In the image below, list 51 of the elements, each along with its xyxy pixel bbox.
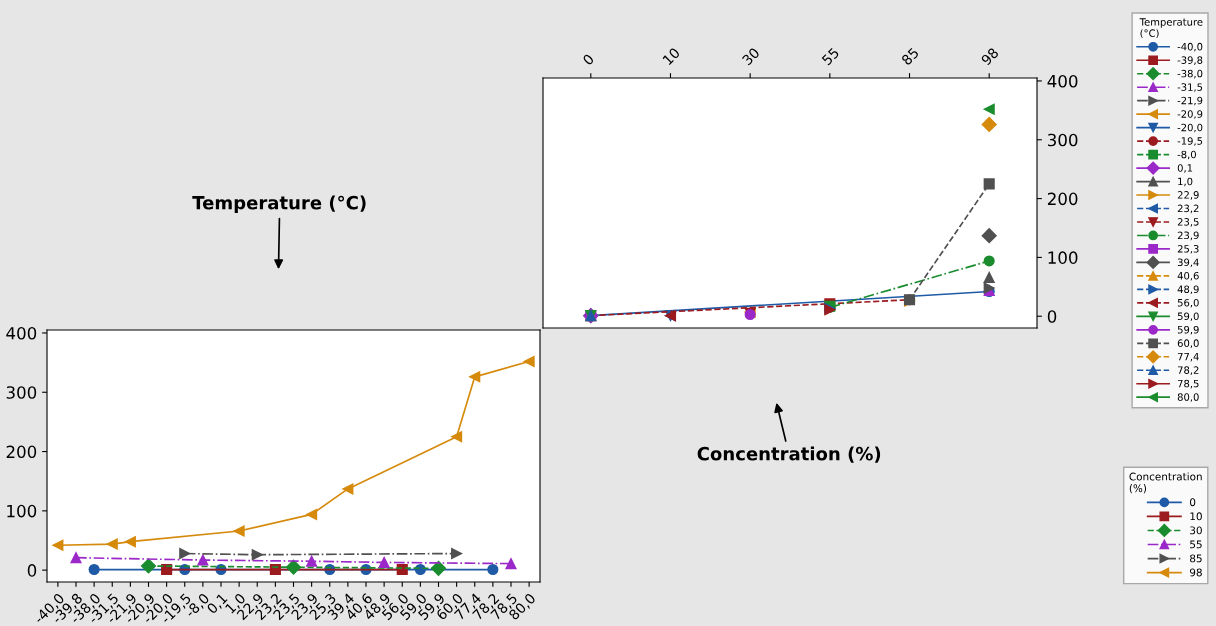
legend-label: -21,9: [1177, 96, 1203, 106]
legend-label: -20,9: [1177, 110, 1203, 119]
text: Temperature (°C): [192, 195, 366, 213]
legend-label: -19,5: [1177, 137, 1203, 146]
legend-label: 39,4: [1177, 258, 1199, 268]
y-tick-label: 100: [7, 504, 37, 518]
legend-label: 78,5: [1177, 379, 1199, 389]
legend-label: 23,2: [1177, 204, 1199, 214]
legend-label: 59,0: [1177, 312, 1199, 321]
y-tick-label: 0: [1047, 310, 1057, 323]
legend-label: 22,9: [1177, 191, 1199, 200]
y-tick-label: 200: [6, 445, 37, 459]
legend-label: 59,9: [1177, 325, 1199, 335]
legend-title: Concentration (%): [1129, 472, 1202, 494]
legend-label: -38,0: [1177, 69, 1203, 79]
legend-label: 30: [1190, 526, 1202, 535]
legend-label: 85: [1190, 554, 1202, 563]
legend-label: 80,0: [1177, 393, 1199, 402]
x-tick-label: 0: [582, 53, 595, 66]
legend-label: 23,5: [1177, 218, 1199, 227]
legend-label: 98: [1189, 568, 1202, 577]
legend-label: 40,6: [1177, 271, 1199, 281]
x-tick-label: 55: [821, 47, 840, 66]
y-tick-label: 400: [6, 326, 37, 340]
legend-label: 1,0: [1178, 177, 1193, 187]
legend-label: -20,0: [1177, 123, 1203, 133]
legend-label: 10: [1190, 512, 1202, 521]
legend-title: Temperature (°C): [1139, 18, 1203, 39]
y-tick-label: 0: [27, 564, 37, 577]
legend-label: 25,3: [1177, 245, 1199, 254]
legend-label: 23,9: [1177, 231, 1199, 241]
text: Concentration (%): [697, 446, 881, 463]
legend-label: 60,0: [1177, 339, 1199, 348]
y-tick-label: 300: [6, 386, 37, 399]
y-tick-label: 400: [1047, 74, 1078, 88]
y-tick-label: 100: [1048, 251, 1078, 264]
legend-label: 0: [1190, 498, 1196, 507]
legend-label: 56,0: [1177, 298, 1199, 308]
y-tick-label: 300: [1047, 133, 1078, 147]
legend-label: 77,4: [1177, 352, 1199, 362]
legend-label: -31,5: [1177, 83, 1203, 92]
legend-label: 78,2: [1177, 366, 1199, 375]
legend-label: 55: [1190, 540, 1202, 549]
x-tick-label: 98: [980, 47, 1000, 66]
legend-label: -8,0: [1177, 150, 1196, 160]
x-tick-label: 85: [900, 47, 920, 66]
legend-label: 48,9: [1177, 285, 1199, 295]
x-tick-label: 30: [741, 47, 761, 66]
x-tick-label: 10: [662, 47, 681, 66]
y-tick-label: 200: [1047, 192, 1078, 206]
legend-label: 0,1: [1177, 164, 1193, 173]
